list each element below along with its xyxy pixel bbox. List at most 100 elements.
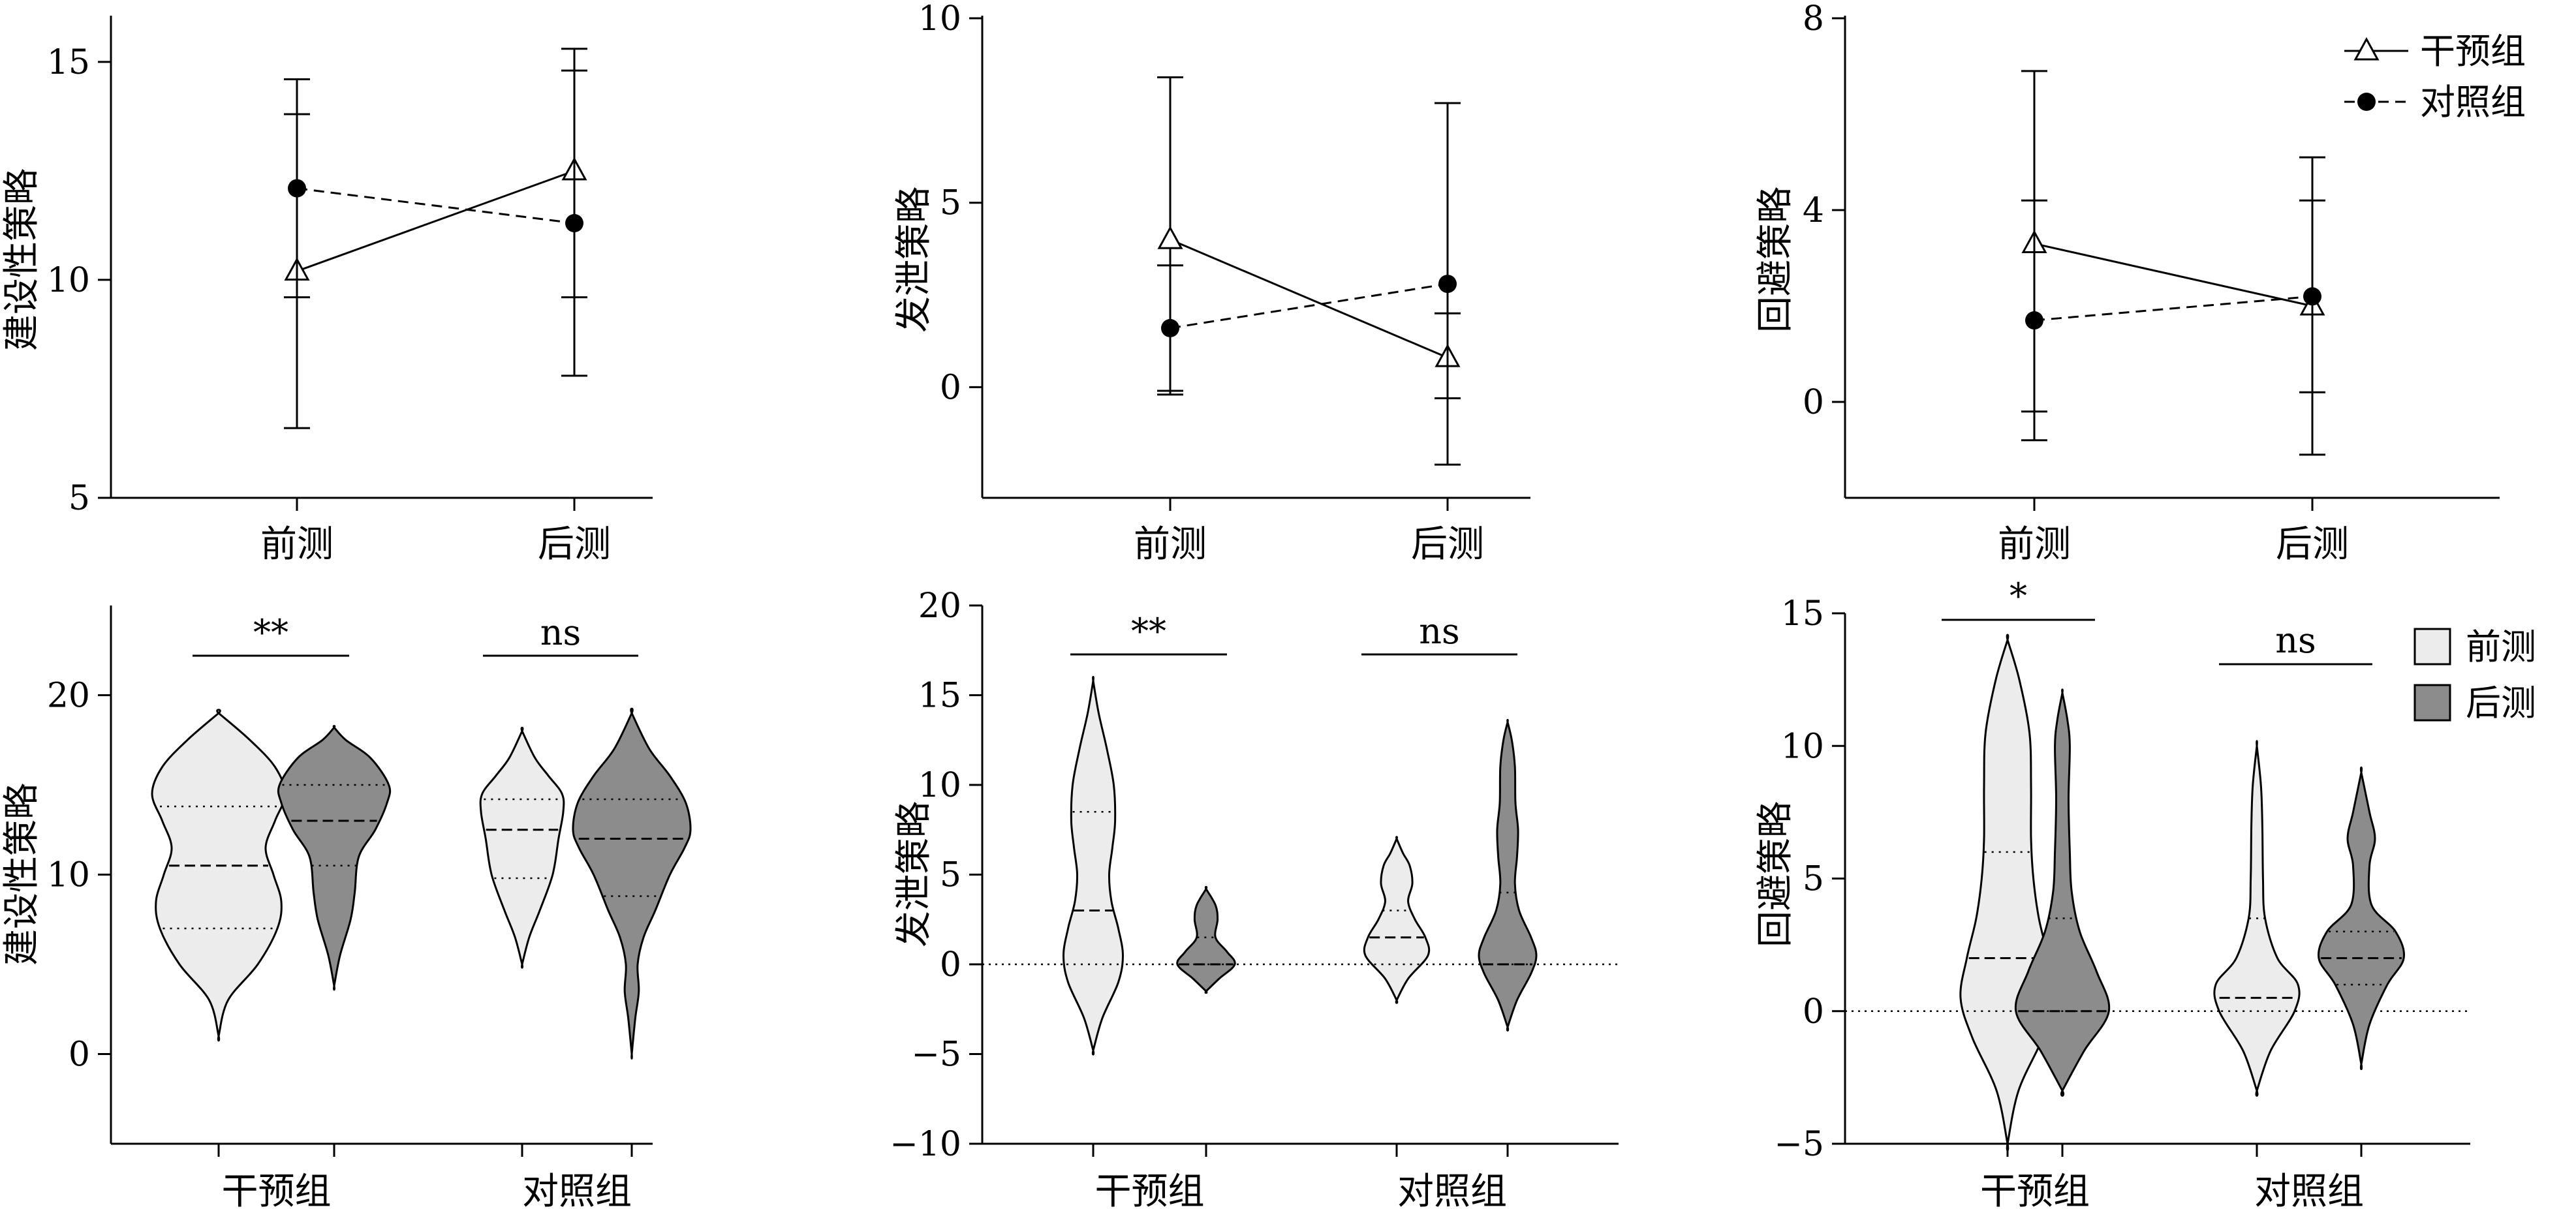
y-tick-label: 10 bbox=[47, 261, 90, 300]
series-line bbox=[296, 170, 575, 272]
data-point-circle bbox=[565, 214, 583, 233]
significance-label: ns bbox=[2275, 620, 2316, 661]
y-tick-label: 0 bbox=[1803, 992, 1824, 1032]
series-line bbox=[2034, 242, 2313, 307]
y-axis-label: 发泄策略 bbox=[893, 801, 935, 947]
line-chart-2: 0 5 10 前测 后测 发泄策略 bbox=[893, 0, 1530, 566]
data-point-circle bbox=[2025, 311, 2043, 330]
violin-body bbox=[151, 709, 287, 1042]
violin-chart-2: −10 −5 0 5 10 15 20 干预组 对照组 发泄策略 ** ns bbox=[890, 587, 1619, 1209]
legend-label: 干预组 bbox=[2420, 31, 2526, 72]
y-tick-label: 10 bbox=[918, 766, 961, 805]
data-point-circle bbox=[2303, 287, 2321, 306]
x-tick-label: 干预组 bbox=[1095, 1171, 1205, 1209]
y-tick-label: 5 bbox=[1803, 860, 1824, 899]
y-tick-label: 15 bbox=[918, 677, 961, 716]
x-tick-label: 干预组 bbox=[222, 1171, 332, 1209]
legend-swatch bbox=[2413, 684, 2451, 722]
series-control bbox=[284, 69, 587, 377]
series-intervention bbox=[1157, 76, 1461, 466]
y-tick-label: 8 bbox=[1803, 0, 1824, 38]
violin-post bbox=[2014, 688, 2111, 1097]
data-point-circle bbox=[288, 179, 306, 198]
y-tick-label: 20 bbox=[47, 677, 90, 716]
violin-pre bbox=[151, 709, 287, 1042]
series-intervention bbox=[2021, 70, 2325, 456]
violin-chart-1: 0 10 20 干预组 对照组 建设性策略 ** ns bbox=[1, 605, 692, 1209]
violin-post bbox=[1478, 718, 1538, 1032]
series-line bbox=[296, 187, 575, 224]
violin-body bbox=[1062, 675, 1125, 1056]
data-point-circle bbox=[1438, 275, 1457, 294]
x-tick-label: 对照组 bbox=[1397, 1171, 1507, 1209]
y-tick-label: 5 bbox=[69, 479, 90, 518]
significance-label: * bbox=[2010, 575, 2027, 617]
series-intervention bbox=[284, 48, 587, 429]
x-tick-label: 对照组 bbox=[2254, 1171, 2364, 1209]
series-line bbox=[1170, 238, 1448, 359]
violin-body bbox=[1363, 836, 1431, 1004]
legend-label: 前测 bbox=[2466, 626, 2536, 667]
legend-swatch bbox=[2413, 628, 2451, 666]
y-axis-label: 回避策略 bbox=[1754, 187, 1797, 333]
y-tick-label: 0 bbox=[940, 945, 961, 985]
legend-marker-circle bbox=[2357, 93, 2376, 111]
violin-body bbox=[572, 707, 692, 1060]
y-tick-label: 0 bbox=[940, 368, 961, 407]
violin-pre bbox=[2213, 740, 2301, 1097]
series-control bbox=[2021, 156, 2325, 442]
violin-body bbox=[2318, 766, 2405, 1071]
y-tick-label: 10 bbox=[47, 856, 90, 895]
line-chart-1: 5 10 15 前测 后测 建设性策略 bbox=[1, 16, 653, 566]
y-tick-label: 0 bbox=[1803, 383, 1824, 422]
x-tick-label: 前测 bbox=[260, 523, 334, 566]
violin-body bbox=[1478, 718, 1538, 1032]
violin-post bbox=[2318, 766, 2405, 1071]
violin-post bbox=[277, 725, 392, 991]
x-tick-label: 干预组 bbox=[1980, 1171, 2090, 1209]
violin-pre bbox=[1363, 836, 1431, 1004]
violin-pre bbox=[479, 726, 565, 969]
x-tick-label: 对照组 bbox=[522, 1171, 632, 1209]
significance-label: ** bbox=[253, 612, 288, 653]
y-axis-label: 建设性策略 bbox=[1, 168, 43, 351]
y-tick-label: 15 bbox=[1781, 594, 1824, 634]
legend-label: 对照组 bbox=[2420, 82, 2526, 123]
legend-marker-triangle bbox=[2353, 37, 2380, 61]
violin-body bbox=[1959, 634, 2056, 1152]
legend-label: 后测 bbox=[2466, 682, 2536, 724]
violin-body bbox=[1176, 885, 1236, 994]
violin-body bbox=[2014, 688, 2111, 1097]
violin-pre bbox=[1959, 634, 2056, 1152]
y-tick-label: −5 bbox=[911, 1035, 961, 1075]
y-tick-label: 5 bbox=[940, 184, 961, 223]
violin-post bbox=[572, 707, 692, 1060]
y-tick-label: 0 bbox=[69, 1035, 90, 1075]
y-tick-label: 4 bbox=[1803, 191, 1824, 230]
series-line bbox=[1170, 283, 1448, 329]
significance-label: ns bbox=[1419, 611, 1460, 652]
data-point-circle bbox=[1161, 318, 1179, 337]
y-axis-label: 回避策略 bbox=[1754, 801, 1797, 947]
x-tick-label: 前测 bbox=[1134, 523, 1207, 566]
y-tick-label: 10 bbox=[918, 0, 961, 38]
x-tick-label: 后测 bbox=[1411, 523, 1484, 566]
violin-post bbox=[1176, 885, 1236, 994]
x-tick-label: 前测 bbox=[1998, 523, 2071, 566]
series-line bbox=[2034, 295, 2313, 322]
violin-pre bbox=[1062, 675, 1125, 1056]
violin-body bbox=[479, 726, 565, 969]
significance-label: ** bbox=[1131, 611, 1166, 652]
significance-label: ns bbox=[540, 612, 582, 653]
y-tick-label: 10 bbox=[1781, 727, 1824, 766]
y-tick-label: −10 bbox=[890, 1125, 961, 1164]
series-control bbox=[1157, 102, 1461, 399]
x-tick-label: 后测 bbox=[2276, 523, 2349, 566]
y-tick-label: 5 bbox=[940, 856, 961, 895]
y-axis-label: 建设性策略 bbox=[1, 783, 43, 966]
